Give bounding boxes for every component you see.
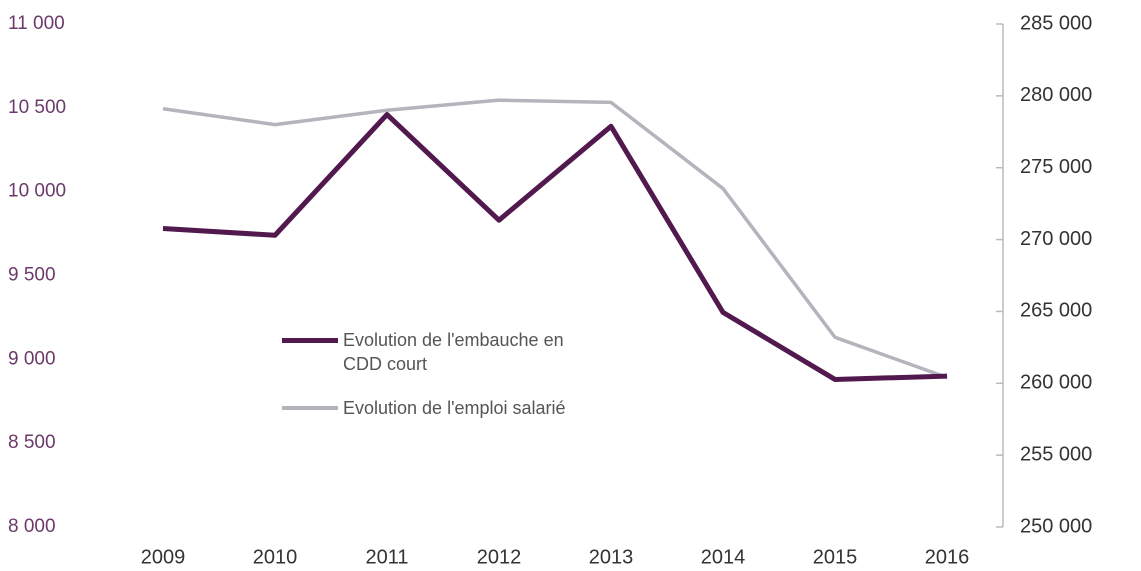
y-tick-label: 10 000 [8, 181, 66, 202]
legend-label: Evolution de l'emploi salarié [343, 398, 566, 418]
x-tick-label: 2009 [141, 546, 186, 568]
y2-tick-label: 265 000 [1020, 300, 1092, 322]
x-tick-label: 2013 [589, 546, 634, 568]
y-tick-label: 11 000 [8, 13, 65, 34]
legend-swatch [282, 338, 338, 343]
legend-swatch [282, 406, 338, 410]
y2-tick-label: 285 000 [1020, 12, 1092, 34]
legend-label: Evolution de l'embauche en CDD court [343, 330, 564, 374]
x-tick-label: 2015 [813, 546, 858, 568]
x-tick-label: 2016 [925, 546, 970, 568]
y2-tick-label: 270 000 [1020, 228, 1092, 250]
x-tick-label: 2011 [365, 546, 408, 568]
data-line [162, 112, 948, 382]
y-tick-label: 8 000 [8, 516, 56, 537]
y2-tick-label: 255 000 [1020, 443, 1092, 465]
y-tick-label: 10 500 [8, 97, 66, 118]
y2-tick-label: 250 000 [1020, 515, 1092, 537]
y2-tick-label: 275 000 [1020, 156, 1092, 178]
x-tick-label: 2012 [477, 546, 522, 568]
legend-entry: Evolution de l'embauche en CDD court [282, 328, 582, 376]
x-tick-label: 2010 [253, 546, 298, 568]
y2-tick-label: 260 000 [1020, 372, 1092, 394]
y2-tick-label: 280 000 [1020, 84, 1092, 106]
legend-entry: Evolution de l'emploi salarié [282, 396, 582, 420]
y-tick-label: 9 000 [8, 348, 56, 369]
y-tick-label: 9 500 [8, 265, 56, 286]
data-line [162, 98, 948, 380]
y-tick-label: 8 500 [8, 432, 56, 453]
x-tick-label: 2014 [701, 546, 746, 568]
